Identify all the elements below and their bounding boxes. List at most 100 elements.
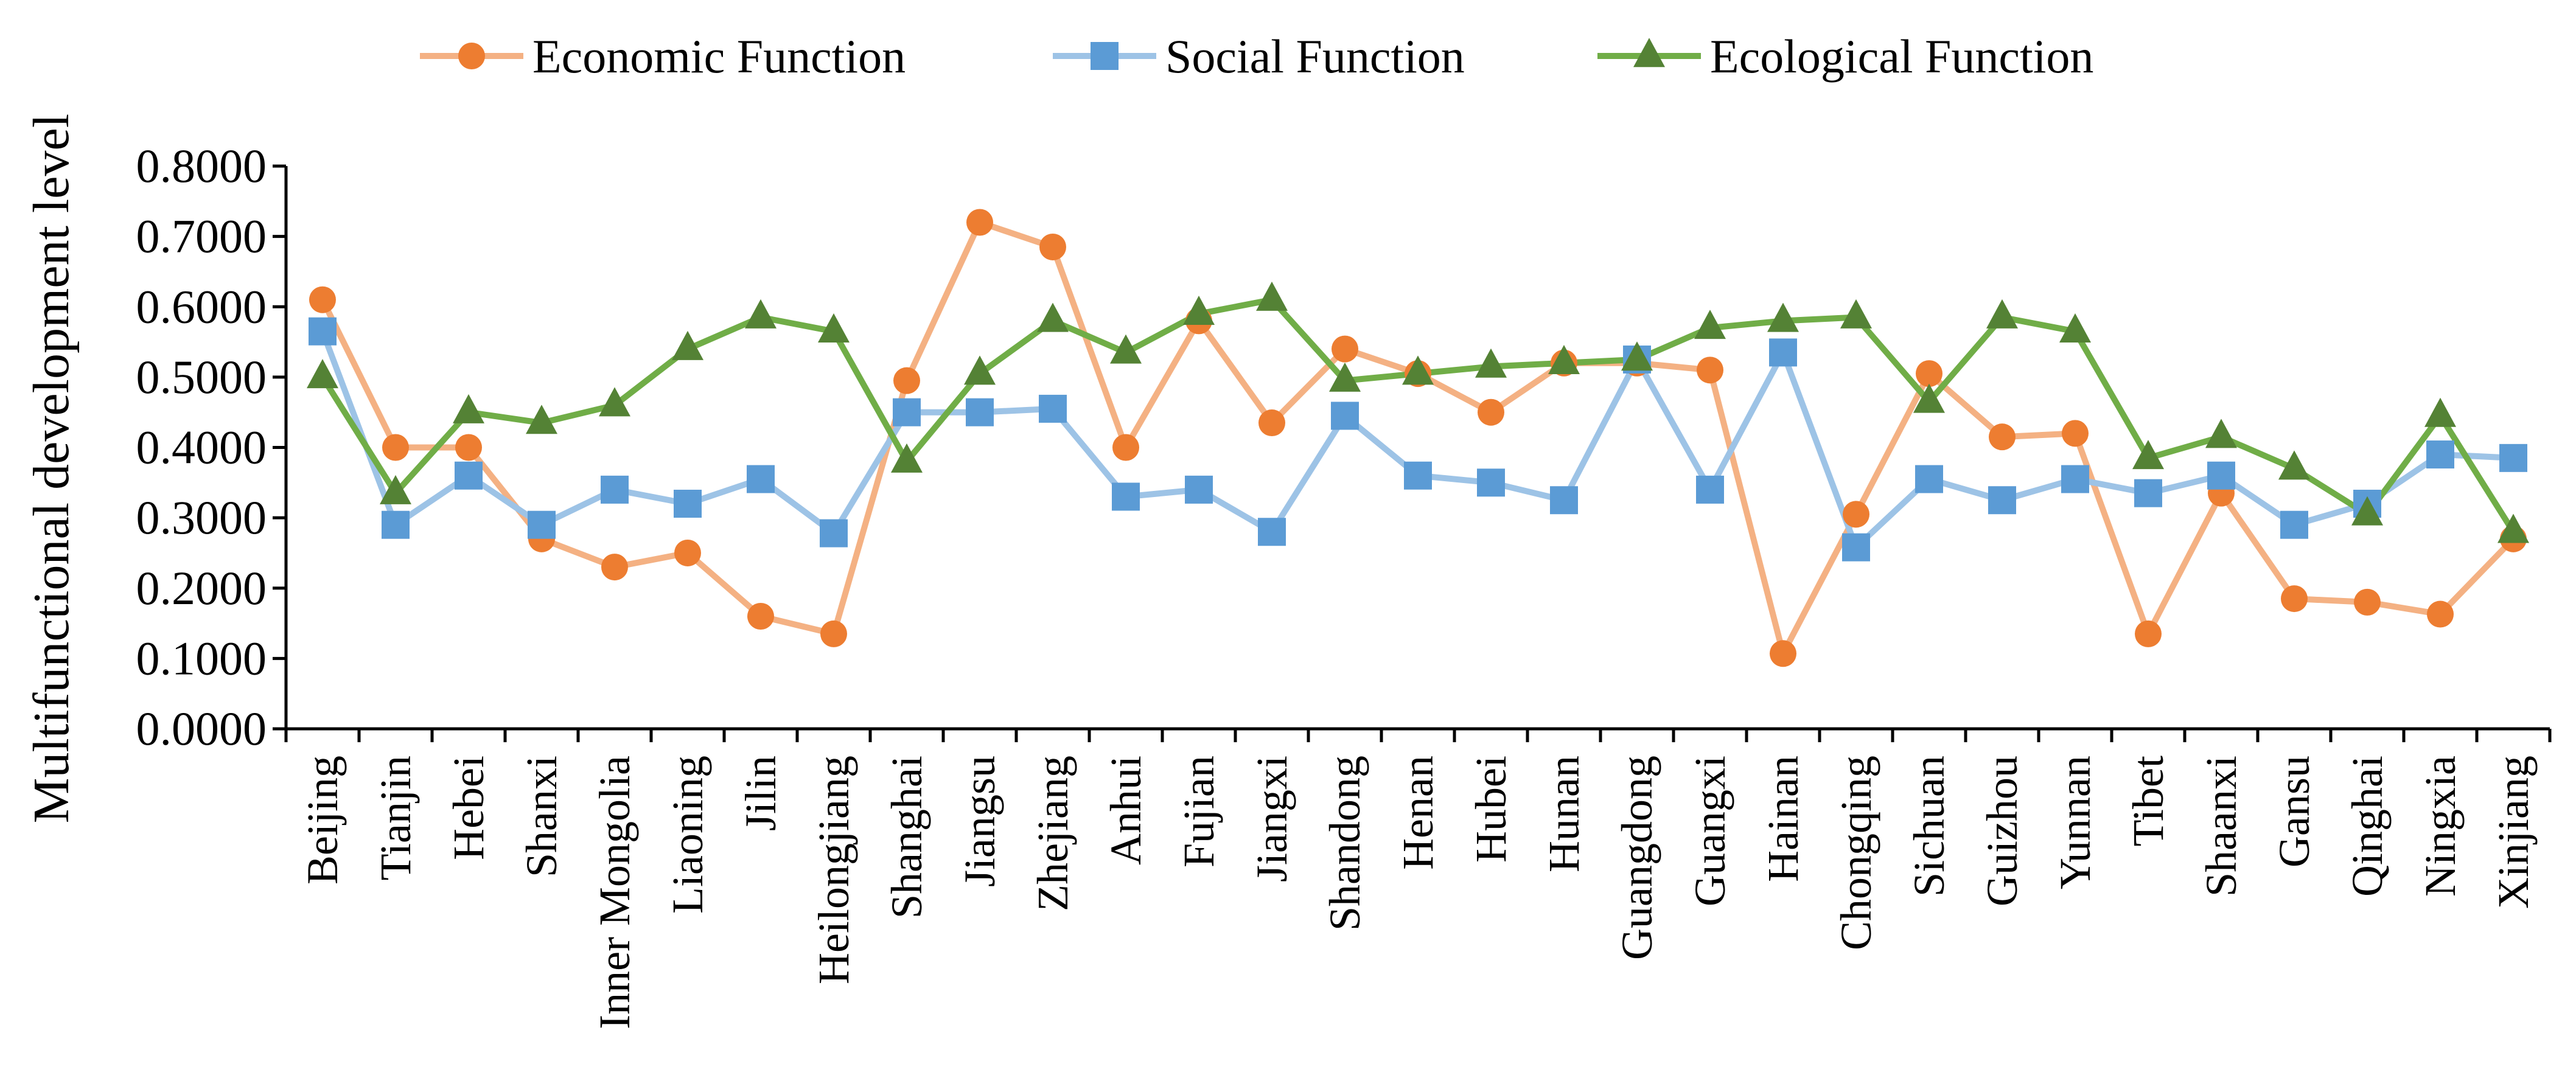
data-point (2132, 440, 2164, 470)
x-tick-label: Shandong (1321, 756, 1369, 931)
data-point (745, 299, 777, 329)
y-tick-label: 0.4000 (136, 421, 267, 474)
y-tick-label: 0.2000 (136, 562, 267, 614)
series-markers-ecological-function (307, 281, 2529, 543)
data-point (1843, 501, 1869, 528)
x-tick-label: Hunan (1540, 756, 1588, 872)
y-axis: 0.0000 0.1000 0.2000 0.3000 0.4000 0.5000 0.60… (136, 139, 288, 755)
data-point (1916, 360, 1942, 388)
data-point (2278, 450, 2310, 480)
data-point (1913, 383, 1945, 413)
data-point (674, 539, 701, 566)
x-tick-label: Guangdong (1613, 756, 1661, 960)
data-point (2427, 600, 2454, 628)
data-point (307, 359, 338, 389)
x-tick-label: Liaoning (663, 756, 712, 914)
data-point (382, 510, 410, 539)
data-point (1402, 355, 1434, 385)
data-point (1767, 302, 1799, 332)
data-point (2207, 461, 2235, 490)
data-point (1039, 394, 1067, 423)
data-point (1112, 482, 1140, 511)
x-tick-label: Inner Mongolia (590, 756, 639, 1029)
data-point (453, 394, 484, 423)
data-point (964, 355, 996, 385)
x-tick-label: Guangxi (1686, 756, 1734, 906)
x-tick-label: Sichuan (1905, 756, 1953, 897)
y-tick-label: 0.8000 (136, 139, 267, 192)
x-tick-label: Shaanxi (2197, 756, 2246, 897)
x-tick-label: Gansu (2270, 756, 2319, 868)
data-point (601, 554, 628, 581)
data-point (599, 387, 630, 417)
data-point (2281, 585, 2308, 613)
series-markers-economic-function (309, 209, 2527, 667)
data-point (1258, 518, 1286, 546)
x-tick-label: Yunnan (2051, 756, 2100, 889)
data-point (747, 603, 774, 630)
y-tick-label: 0.7000 (136, 210, 267, 263)
x-tick-label: Fujian (1175, 756, 1223, 868)
x-tick-label: Hubei (1467, 756, 1515, 863)
data-point (2426, 440, 2454, 469)
data-point (2135, 620, 2162, 647)
data-point (1110, 334, 1142, 364)
x-tick-label: Qinghai (2343, 756, 2392, 897)
data-point (1989, 423, 2016, 451)
data-point (2059, 313, 2091, 343)
x-tick-label: Shanghai (882, 756, 931, 919)
data-point (1329, 362, 1361, 392)
y-axis-title: Multifunctional development level (23, 114, 80, 823)
data-point (2354, 588, 2381, 616)
data-point (1183, 296, 1215, 325)
data-point (1475, 348, 1507, 378)
x-tick-label: Jiangsu (955, 756, 1004, 887)
data-point (893, 367, 920, 394)
legend-swatch-marker (1633, 38, 1665, 68)
data-point (2205, 419, 2237, 448)
x-tick-label: Shanxi (517, 756, 566, 877)
data-point (672, 330, 703, 360)
data-point (1694, 310, 1726, 339)
data-point (1404, 461, 1432, 490)
data-point (891, 443, 923, 473)
data-point (1548, 344, 1580, 374)
data-point (2499, 443, 2527, 472)
x-tick-label: Jilin (736, 756, 785, 831)
data-point (1331, 402, 1359, 430)
data-point (1112, 434, 1139, 461)
data-point (2424, 397, 2456, 427)
legend-item: Social Function (1053, 30, 1465, 83)
data-point (820, 519, 848, 548)
data-point (2280, 510, 2308, 539)
legend-label: Economic Function (532, 30, 906, 83)
data-point (1696, 475, 1724, 504)
x-tick-label: Jiangxi (1248, 756, 1296, 882)
x-tick-label: Chongqing (1832, 756, 1880, 950)
data-point (1770, 640, 1796, 667)
legend-label: Ecological Function (1710, 30, 2093, 83)
data-point (1988, 486, 2016, 515)
data-point (820, 620, 847, 647)
data-point (1477, 468, 1505, 497)
data-point (2062, 420, 2089, 447)
x-axis: Beijing Tianjin Hebei Shanxi Inner Mongolia L… (284, 727, 2552, 1029)
data-point (382, 434, 409, 461)
data-point (1769, 338, 1797, 367)
data-point (818, 313, 850, 343)
y-tick-label: 0.3000 (136, 491, 267, 544)
data-point (528, 510, 556, 539)
y-tick-label: 0.6000 (136, 280, 267, 333)
data-point (1697, 356, 1723, 384)
data-point (747, 465, 775, 493)
data-point (674, 490, 702, 518)
data-point (966, 398, 994, 426)
x-tick-label: Heilongjiang (809, 756, 858, 984)
series-line (319, 219, 2516, 657)
series-layer (307, 209, 2529, 667)
data-point (526, 405, 557, 434)
data-point (2351, 496, 2383, 526)
data-point (2061, 465, 2089, 493)
